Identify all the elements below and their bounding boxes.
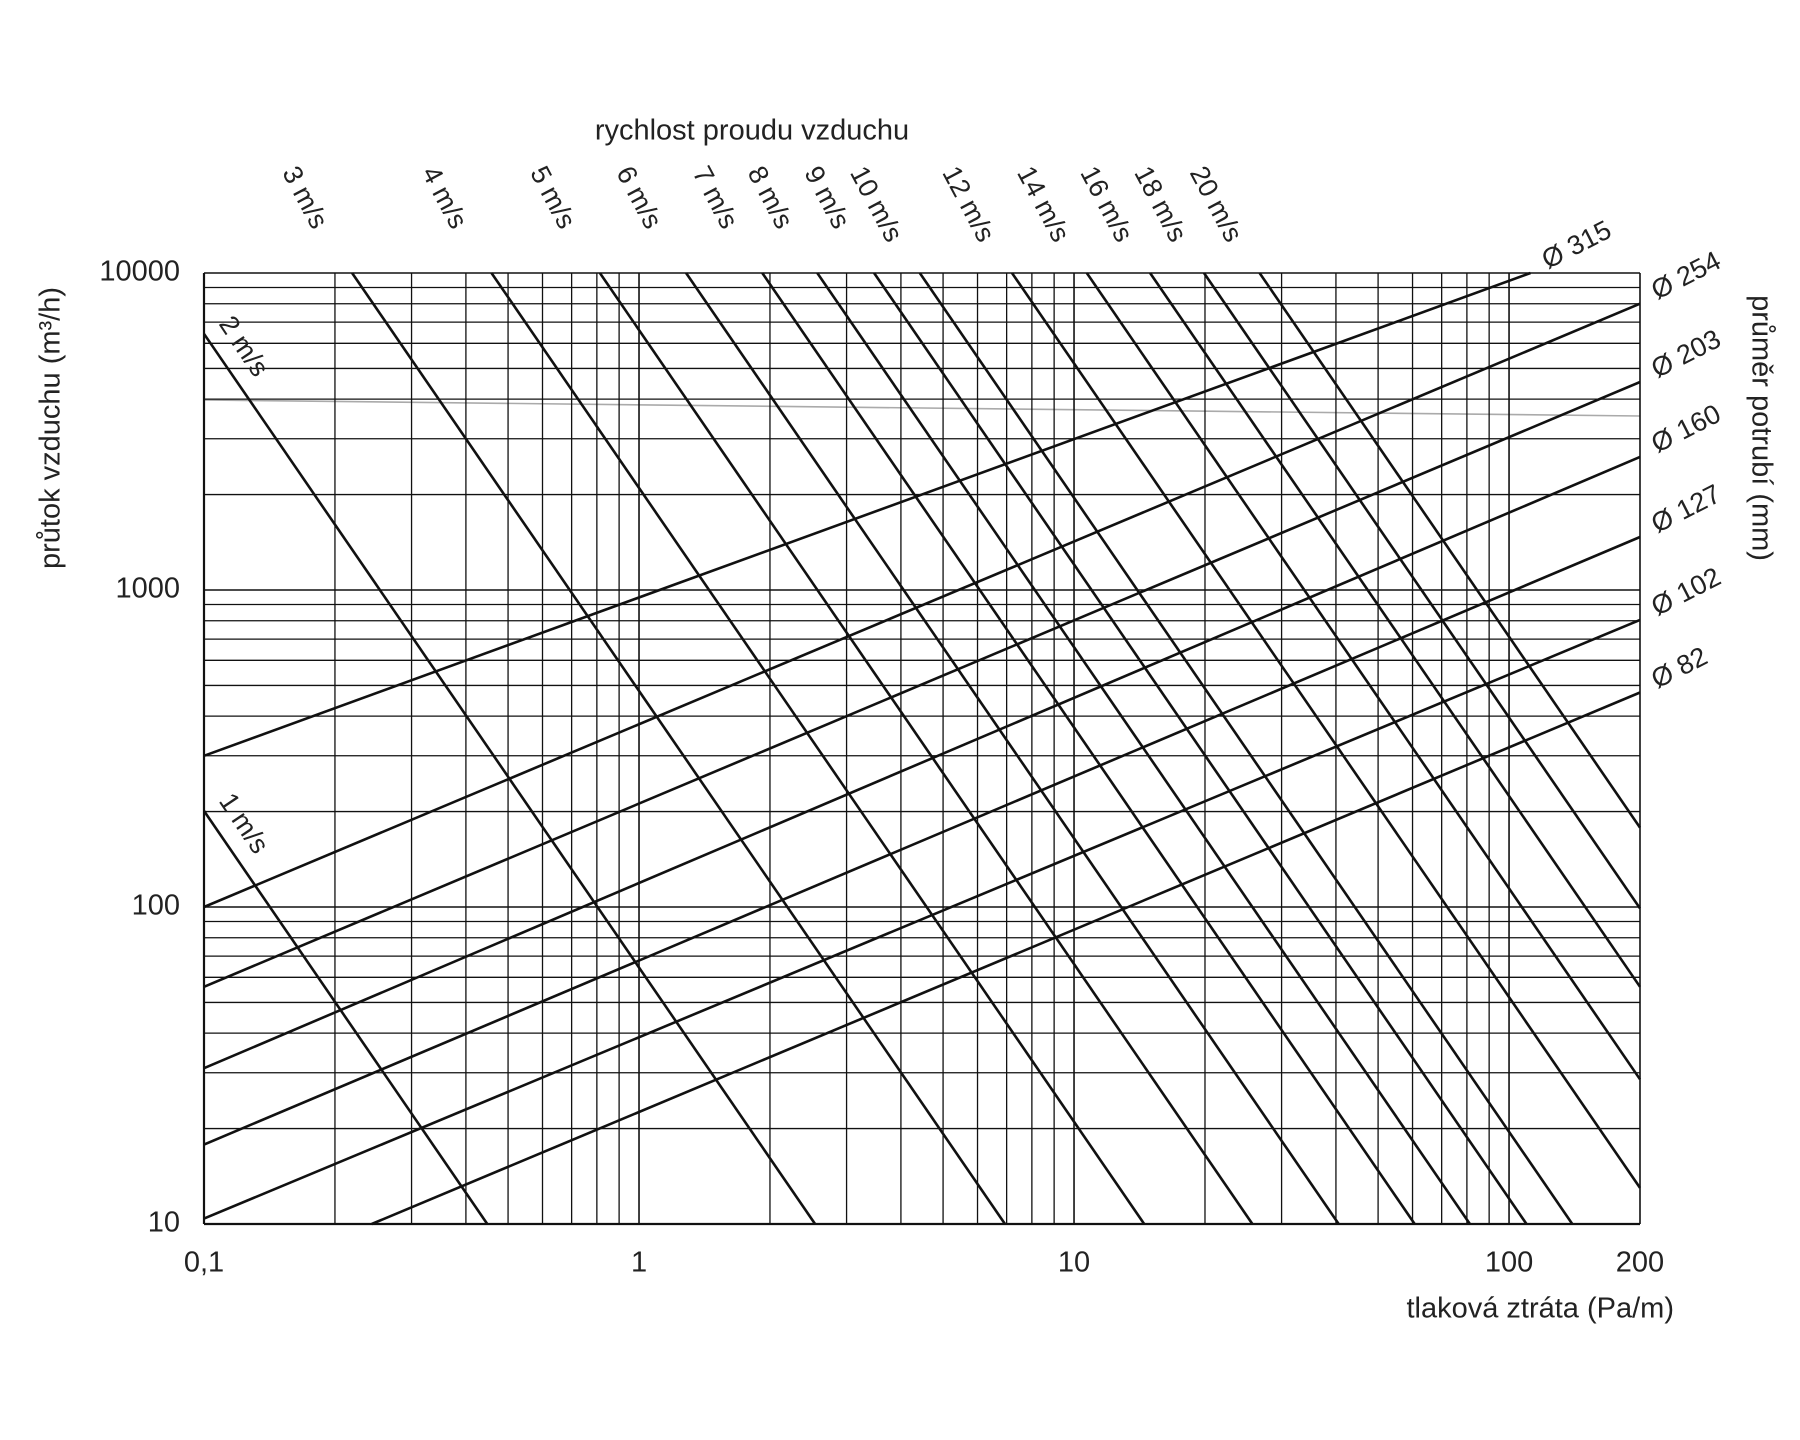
y-axis-label: průtok vzduchu (m³/h) bbox=[35, 287, 67, 569]
y-tick-label: 100 bbox=[132, 890, 180, 922]
series-line bbox=[203, 455, 1641, 1070]
series-line bbox=[202, 810, 489, 1225]
series-line bbox=[1258, 272, 1642, 829]
series-label: 20 m/s bbox=[1184, 161, 1249, 247]
series-label: 14 m/s bbox=[1011, 161, 1076, 247]
series-label: 12 m/s bbox=[936, 161, 1001, 247]
series-line bbox=[371, 691, 1641, 1226]
series-line bbox=[761, 272, 1416, 1225]
series-label: 9 m/s bbox=[799, 161, 856, 233]
series-line bbox=[490, 272, 1146, 1225]
series-line bbox=[1149, 272, 1642, 988]
series-label: 10 m/s bbox=[844, 161, 909, 247]
right-axis-label: průměr potrubí (mm) bbox=[1745, 295, 1777, 561]
x-tick-label: 100 bbox=[1485, 1247, 1533, 1279]
series-label: 5 m/s bbox=[524, 161, 581, 233]
series-line bbox=[351, 272, 1007, 1225]
y-tick-label: 1000 bbox=[115, 573, 180, 605]
series-label: Ø 315 bbox=[1537, 215, 1616, 275]
series-line bbox=[873, 272, 1528, 1225]
scan-artifact-line bbox=[203, 399, 1641, 417]
series-line bbox=[203, 271, 1531, 758]
series-line bbox=[203, 618, 1641, 1220]
y-tick-label: 10000 bbox=[99, 256, 180, 288]
series-line bbox=[1010, 272, 1642, 1189]
x-axis-label: tlaková ztráta (Pa/m) bbox=[1406, 1293, 1674, 1325]
series-label: Ø 203 bbox=[1646, 324, 1725, 384]
y-tick-label: 10 bbox=[148, 1207, 180, 1239]
series-label: 7 m/s bbox=[687, 161, 744, 233]
top-label: rychlost proudu vzduchu bbox=[595, 115, 909, 147]
series-line bbox=[1085, 272, 1642, 1081]
series-line bbox=[203, 302, 1641, 909]
x-tick-label: 200 bbox=[1616, 1247, 1664, 1279]
series-label: Ø 127 bbox=[1646, 479, 1725, 539]
series-line bbox=[685, 272, 1340, 1225]
series-line bbox=[918, 272, 1574, 1225]
series-label: 18 m/s bbox=[1128, 161, 1193, 247]
series-line bbox=[203, 380, 1641, 988]
x-tick-label: 1 bbox=[631, 1247, 647, 1279]
series-line bbox=[203, 535, 1641, 1146]
series-line bbox=[816, 272, 1471, 1225]
series-line bbox=[1202, 272, 1642, 910]
series-label: Ø 102 bbox=[1646, 561, 1725, 621]
x-tick-label: 10 bbox=[1058, 1247, 1090, 1279]
series-label: 6 m/s bbox=[611, 161, 668, 233]
series-line bbox=[598, 272, 1254, 1225]
x-tick-label: 0,1 bbox=[184, 1247, 224, 1279]
series-label: Ø 160 bbox=[1646, 398, 1725, 458]
series-label: Ø 82 bbox=[1646, 641, 1712, 694]
series-label: 1 m/s bbox=[213, 787, 275, 859]
series-label: 8 m/s bbox=[742, 161, 799, 233]
series-label: Ø 254 bbox=[1646, 245, 1725, 305]
series-label: 2 m/s bbox=[213, 310, 275, 382]
series-label: 3 m/s bbox=[277, 161, 334, 233]
series-label: 4 m/s bbox=[416, 161, 473, 233]
